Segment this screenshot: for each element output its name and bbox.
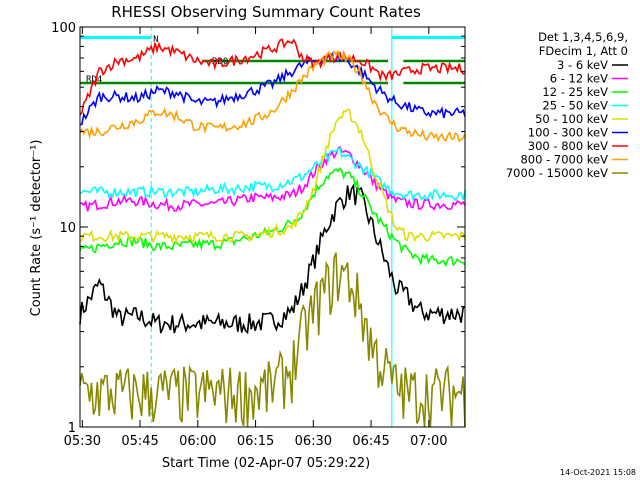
y-tick-label-0: 1 [68, 421, 76, 436]
data-series [79, 38, 466, 428]
legend-header-line-1: Det 1,3,4,5,6,9, [538, 30, 628, 44]
x-tick-label-0: 05:30 [64, 434, 101, 449]
flag-label-rd4: RD4 [86, 75, 102, 85]
legend-label-8: 7000 - 15000 keV [506, 166, 608, 180]
legend-label-2: 12 - 25 keV [542, 85, 608, 99]
series-line-2 [79, 166, 466, 268]
series-line-4 [79, 108, 466, 244]
legend-label-4: 50 - 100 keV [535, 112, 608, 126]
series-line-8 [79, 252, 466, 428]
legend-header-line-2: FDecim 1, Att 0 [539, 44, 628, 58]
x-axis-label: Start Time (02-Apr-07 05:29:22) [162, 456, 370, 471]
series-line-1 [79, 145, 466, 212]
series-line-6 [79, 38, 466, 116]
legend-label-7: 800 - 7000 keV [520, 153, 608, 167]
interval-0-bar [80, 36, 152, 39]
legend-label-6: 300 - 800 keV [528, 139, 608, 153]
chart-title: RHESSI Observing Summary Count Rates [111, 3, 421, 21]
x-tick-label-3: 06:15 [237, 434, 274, 449]
axis-ticks: 05:30 05:45 06:00 06:15 06:30 06:45 07:00 1 10 10… [51, 21, 465, 449]
x-tick-label-4: 06:30 [295, 434, 332, 449]
x-tick-label-5: 06:45 [352, 434, 389, 449]
legend-label-1: 6 - 12 keV [550, 72, 608, 86]
y-tick-label-2: 100 [51, 21, 76, 36]
x-tick-label-1: 05:45 [121, 434, 158, 449]
interval-1-bar [391, 36, 465, 39]
legend-label-3: 25 - 50 keV [542, 99, 608, 113]
y-axis-label: Count Rate (s⁻¹ detector⁻¹) [29, 140, 44, 317]
series-line-0 [79, 183, 466, 335]
y-tick-label-1: 10 [59, 221, 76, 236]
flag-label-n: N [153, 35, 158, 45]
footer-date: 14-Oct-2021 15:08 [560, 468, 636, 477]
x-tick-label-6: 07:00 [410, 434, 447, 449]
legend-label-0: 3 - 6 keV [557, 58, 608, 72]
flag-label-rd0: RD0 [212, 57, 228, 67]
series-line-5 [79, 51, 466, 126]
legend-label-5: 100 - 300 keV [528, 126, 608, 140]
series-line-7 [79, 49, 466, 143]
series-line-3 [79, 146, 466, 202]
legend: Det 1,3,4,5,6,9, FDecim 1, Att 0 3 - 6 k… [506, 30, 628, 180]
x-tick-label-2: 06:00 [179, 434, 216, 449]
